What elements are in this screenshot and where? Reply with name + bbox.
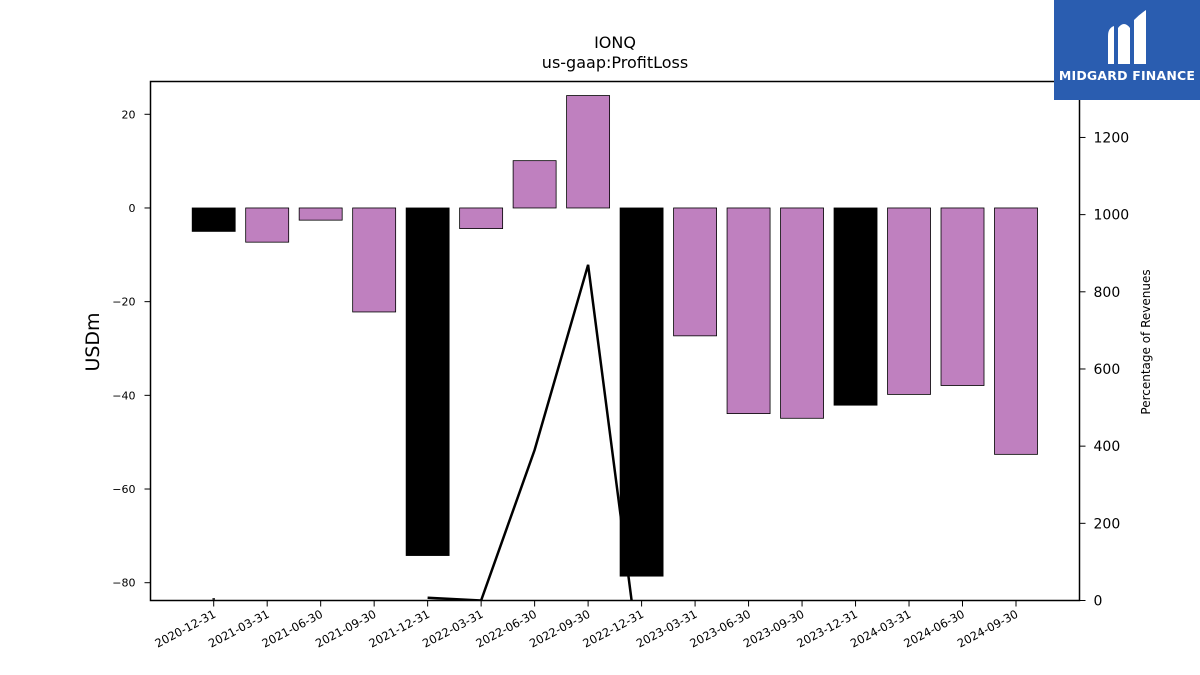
bar (566, 95, 611, 209)
y-axis-label: USDm (82, 312, 104, 371)
y-ticks: 20 0 −20 −40 −60 −80 (112, 108, 151, 590)
logo-text: MIDGARD FINANCE (1058, 68, 1196, 83)
bar (619, 207, 664, 577)
line-series (427, 264, 633, 601)
bar (833, 207, 878, 406)
y-tick-label: 20 (122, 108, 136, 121)
y-tick-label: −80 (112, 577, 135, 590)
plot-frame (149, 80, 1081, 602)
y2-tick-label: 0 (1094, 594, 1103, 610)
bar (673, 207, 717, 337)
midgard-finance-logo: MIDGARD FINANCE (1054, 0, 1200, 100)
y2-tick-label: 200 (1094, 516, 1121, 532)
y2-axis-label: Percentage of Revenues (1139, 269, 1153, 414)
line-layer (212, 264, 633, 601)
y-tick-label: −60 (112, 483, 135, 496)
bar (887, 207, 931, 395)
bar (459, 207, 504, 229)
bar (405, 207, 450, 556)
y2-tick-label: 1200 (1094, 130, 1130, 146)
bar (298, 207, 343, 221)
y2-tick-label: 400 (1094, 439, 1121, 455)
logo-mark-icon (1108, 10, 1146, 64)
y2-ticks: 0 200 400 600 800 1000 1200 (1079, 130, 1130, 610)
y2-tick-label: 600 (1094, 362, 1121, 378)
y-tick-label: 0 (129, 202, 136, 215)
chart-title: IONQ (594, 33, 636, 52)
x-tick-label: 2024-09-30 (955, 607, 1021, 651)
y2-tick-label: 800 (1094, 285, 1121, 301)
y-tick-label: −40 (112, 389, 135, 402)
x-ticks: 2020-12-312021-03-312021-06-302021-09-30… (153, 600, 1021, 651)
bars (191, 95, 1038, 577)
bar (726, 207, 771, 415)
bar (780, 207, 824, 419)
chart-subtitle: us-gaap:ProfitLoss (542, 53, 688, 72)
bar (191, 207, 236, 232)
bar (512, 160, 557, 209)
bar (352, 207, 397, 313)
y2-tick-label: 1000 (1094, 208, 1130, 224)
y-tick-label: −20 (112, 296, 135, 309)
bar (245, 207, 290, 243)
bar (940, 207, 985, 386)
bar (994, 207, 1038, 455)
